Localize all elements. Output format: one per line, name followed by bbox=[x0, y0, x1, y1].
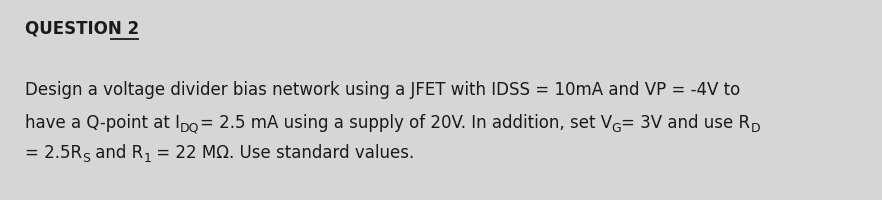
Text: = 3V and use R: = 3V and use R bbox=[622, 113, 751, 131]
Text: S: S bbox=[82, 152, 90, 165]
Text: G: G bbox=[611, 121, 622, 134]
Text: 1: 1 bbox=[144, 152, 151, 165]
Text: = 2.5 mA using a supply of 20V. In addition, set V: = 2.5 mA using a supply of 20V. In addit… bbox=[199, 113, 611, 131]
Text: = 2.5R: = 2.5R bbox=[25, 144, 82, 162]
Text: D: D bbox=[751, 121, 760, 134]
Text: Design a voltage divider bias network using a JFET with IDSS = 10mA and VP = -4V: Design a voltage divider bias network us… bbox=[25, 80, 740, 98]
Text: QUESTION 2: QUESTION 2 bbox=[25, 19, 139, 37]
Text: = 22 MΩ. Use standard values.: = 22 MΩ. Use standard values. bbox=[151, 144, 415, 162]
Text: DQ: DQ bbox=[180, 121, 199, 134]
Text: and R: and R bbox=[90, 144, 144, 162]
Text: have a Q-point at I: have a Q-point at I bbox=[25, 113, 180, 131]
